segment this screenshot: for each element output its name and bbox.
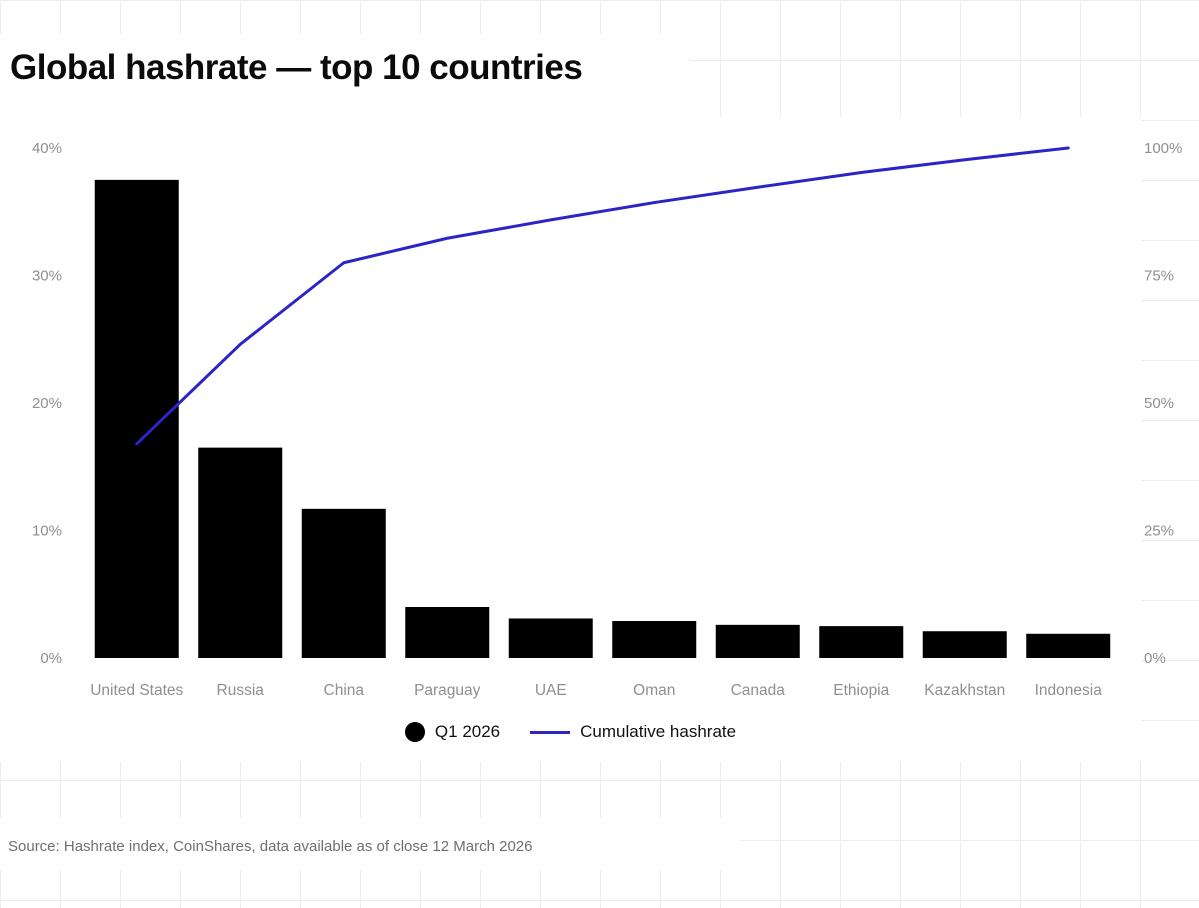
bar-united-states xyxy=(94,179,179,658)
left-axis-tick-20: 20% xyxy=(32,395,62,412)
left-axis-tick-40: 40% xyxy=(32,140,62,157)
bar-indonesia xyxy=(1026,633,1111,658)
bar-kazakhstan xyxy=(922,631,1007,658)
bar-china xyxy=(301,508,386,658)
page-title: Global hashrate — top 10 countries xyxy=(10,48,583,87)
x-label-uae: UAE xyxy=(535,682,567,699)
left-axis-tick-10: 10% xyxy=(32,523,62,540)
x-label-china: China xyxy=(324,682,365,699)
legend-item-bars: Q1 2026 xyxy=(404,722,501,742)
right-axis-tick-0: 0% xyxy=(1144,650,1166,667)
right-axis-tick-50: 50% xyxy=(1144,395,1174,412)
bar-oman xyxy=(612,621,697,658)
legend-line-label: Cumulative hashrate xyxy=(580,722,737,741)
x-label-kazakhstan: Kazakhstan xyxy=(924,682,1005,699)
right-axis-tick-100: 100% xyxy=(1144,140,1182,157)
x-label-oman: Oman xyxy=(633,682,675,699)
source-caption: Source: Hashrate index, CoinShares, data… xyxy=(8,838,533,855)
x-label-russia: Russia xyxy=(217,682,265,699)
title-background-panel xyxy=(0,34,690,116)
legend-item-line: Cumulative hashrate xyxy=(530,722,736,742)
bar-ethiopia xyxy=(819,626,904,658)
bar-canada xyxy=(715,624,800,658)
right-axis-tick-25: 25% xyxy=(1144,523,1174,540)
x-label-canada: Canada xyxy=(731,682,786,699)
left-axis-tick-30: 30% xyxy=(32,268,62,285)
bar-uae xyxy=(508,618,593,658)
x-label-united-states: United States xyxy=(90,682,183,699)
right-axis-tick-75: 75% xyxy=(1144,268,1174,285)
left-axis-tick-0: 0% xyxy=(40,650,62,667)
bar-paraguay xyxy=(405,607,490,658)
x-label-ethiopia: Ethiopia xyxy=(833,682,889,699)
x-label-paraguay: Paraguay xyxy=(414,682,481,699)
line-series-swatch-icon xyxy=(530,730,571,734)
bar-series-dot-icon xyxy=(404,722,425,742)
chart-legend: Q1 2026 Cumulative hashrate xyxy=(0,722,1141,742)
source-background-panel xyxy=(0,818,740,870)
legend-bars-label: Q1 2026 xyxy=(434,722,501,741)
cumulative-line xyxy=(135,146,1070,446)
x-label-indonesia: Indonesia xyxy=(1035,682,1103,699)
bar-russia xyxy=(198,447,283,658)
